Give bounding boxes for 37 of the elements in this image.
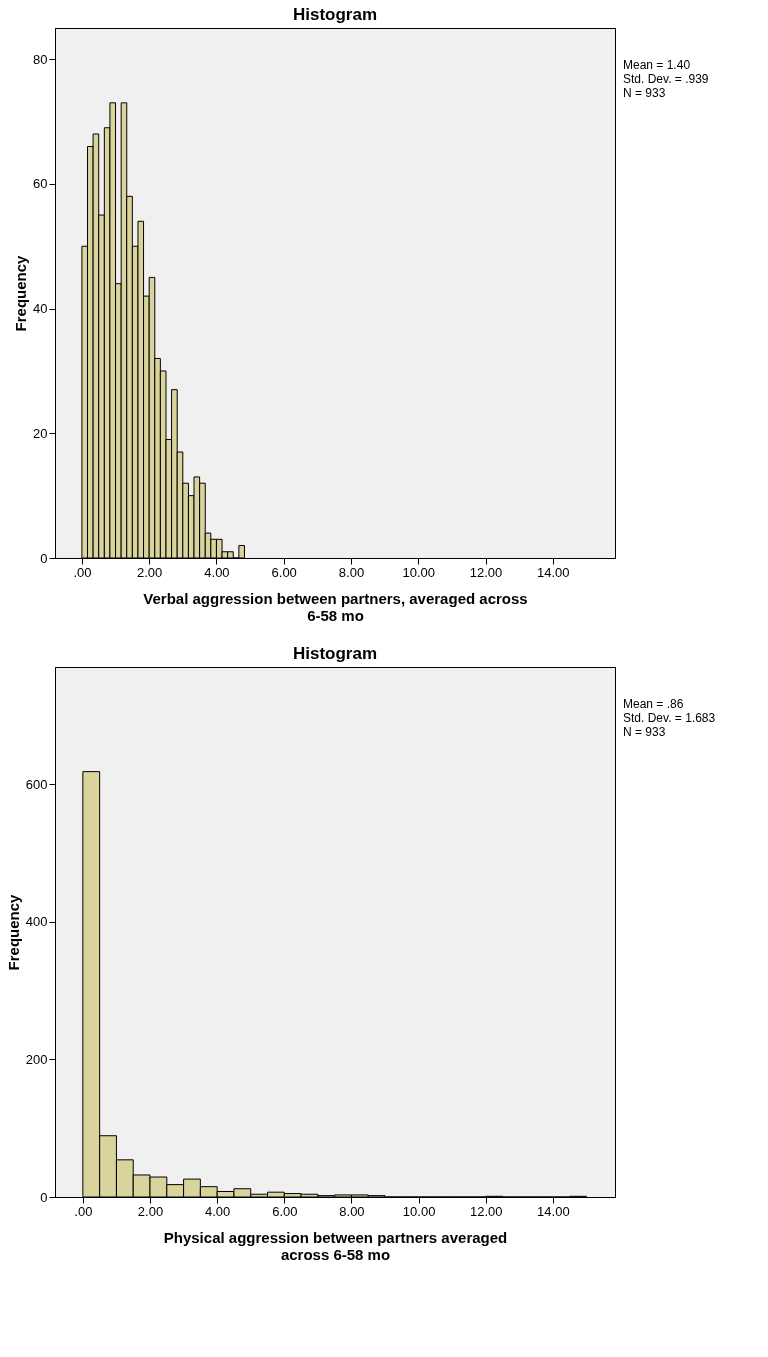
chart-title: Histogram — [292, 5, 378, 24]
text: N = 933 — [623, 86, 666, 100]
x-tick-label: 10.00 — [402, 564, 436, 580]
y-tick-label: 0 — [40, 550, 48, 566]
x-tick-label: 8.00 — [338, 564, 365, 580]
x-axis-title: Verbal aggression between partners, averaged across 6-58 mo — [143, 589, 528, 624]
x-tick-label: 4.00 — [205, 1203, 231, 1219]
y-tick-label: 0 — [40, 1189, 48, 1205]
x-tick-label: 12.00 — [469, 1203, 503, 1219]
text: Mean = 1.40 — [623, 58, 691, 72]
y-tick-label: 600 — [25, 776, 48, 792]
x-tick-label: 6.00 — [271, 564, 297, 580]
text: N = 933 — [623, 725, 666, 739]
text: Mean = .86 — [623, 697, 684, 711]
x-tick-label: .00 — [74, 1203, 93, 1219]
y-tick-label: 20 — [33, 425, 48, 441]
x-tick-label: 10.00 — [402, 1203, 436, 1219]
y-tick-label: 40 — [33, 301, 48, 317]
text: Std. Dev. = 1.683 — [623, 711, 716, 725]
y-tick-label: 80 — [33, 51, 48, 67]
x-tick-label: 4.00 — [204, 564, 230, 580]
x-tick-label: 2.00 — [137, 564, 163, 580]
x-tick-label: 14.00 — [537, 1203, 570, 1219]
x-tick-label: 14.00 — [537, 564, 570, 580]
x-tick-label: 6.00 — [272, 1203, 298, 1219]
y-tick-label: 200 — [25, 1051, 48, 1067]
x-axis-title: Physical aggression between partners averaged across 6-58 mo — [163, 1228, 508, 1263]
text: Std. Dev. = .939 — [623, 72, 709, 86]
x-tick-label: .00 — [73, 564, 92, 580]
y-tick-label: 400 — [25, 914, 48, 930]
chart-title: Histogram — [292, 644, 378, 663]
y-axis-title: Frequency — [4, 893, 22, 971]
x-tick-label: 12.00 — [469, 564, 503, 580]
x-tick-label: 2.00 — [137, 1203, 164, 1219]
x-tick-label: 8.00 — [339, 1203, 365, 1219]
y-axis-title: Frequency — [12, 254, 30, 332]
y-tick-label: 60 — [33, 176, 48, 192]
